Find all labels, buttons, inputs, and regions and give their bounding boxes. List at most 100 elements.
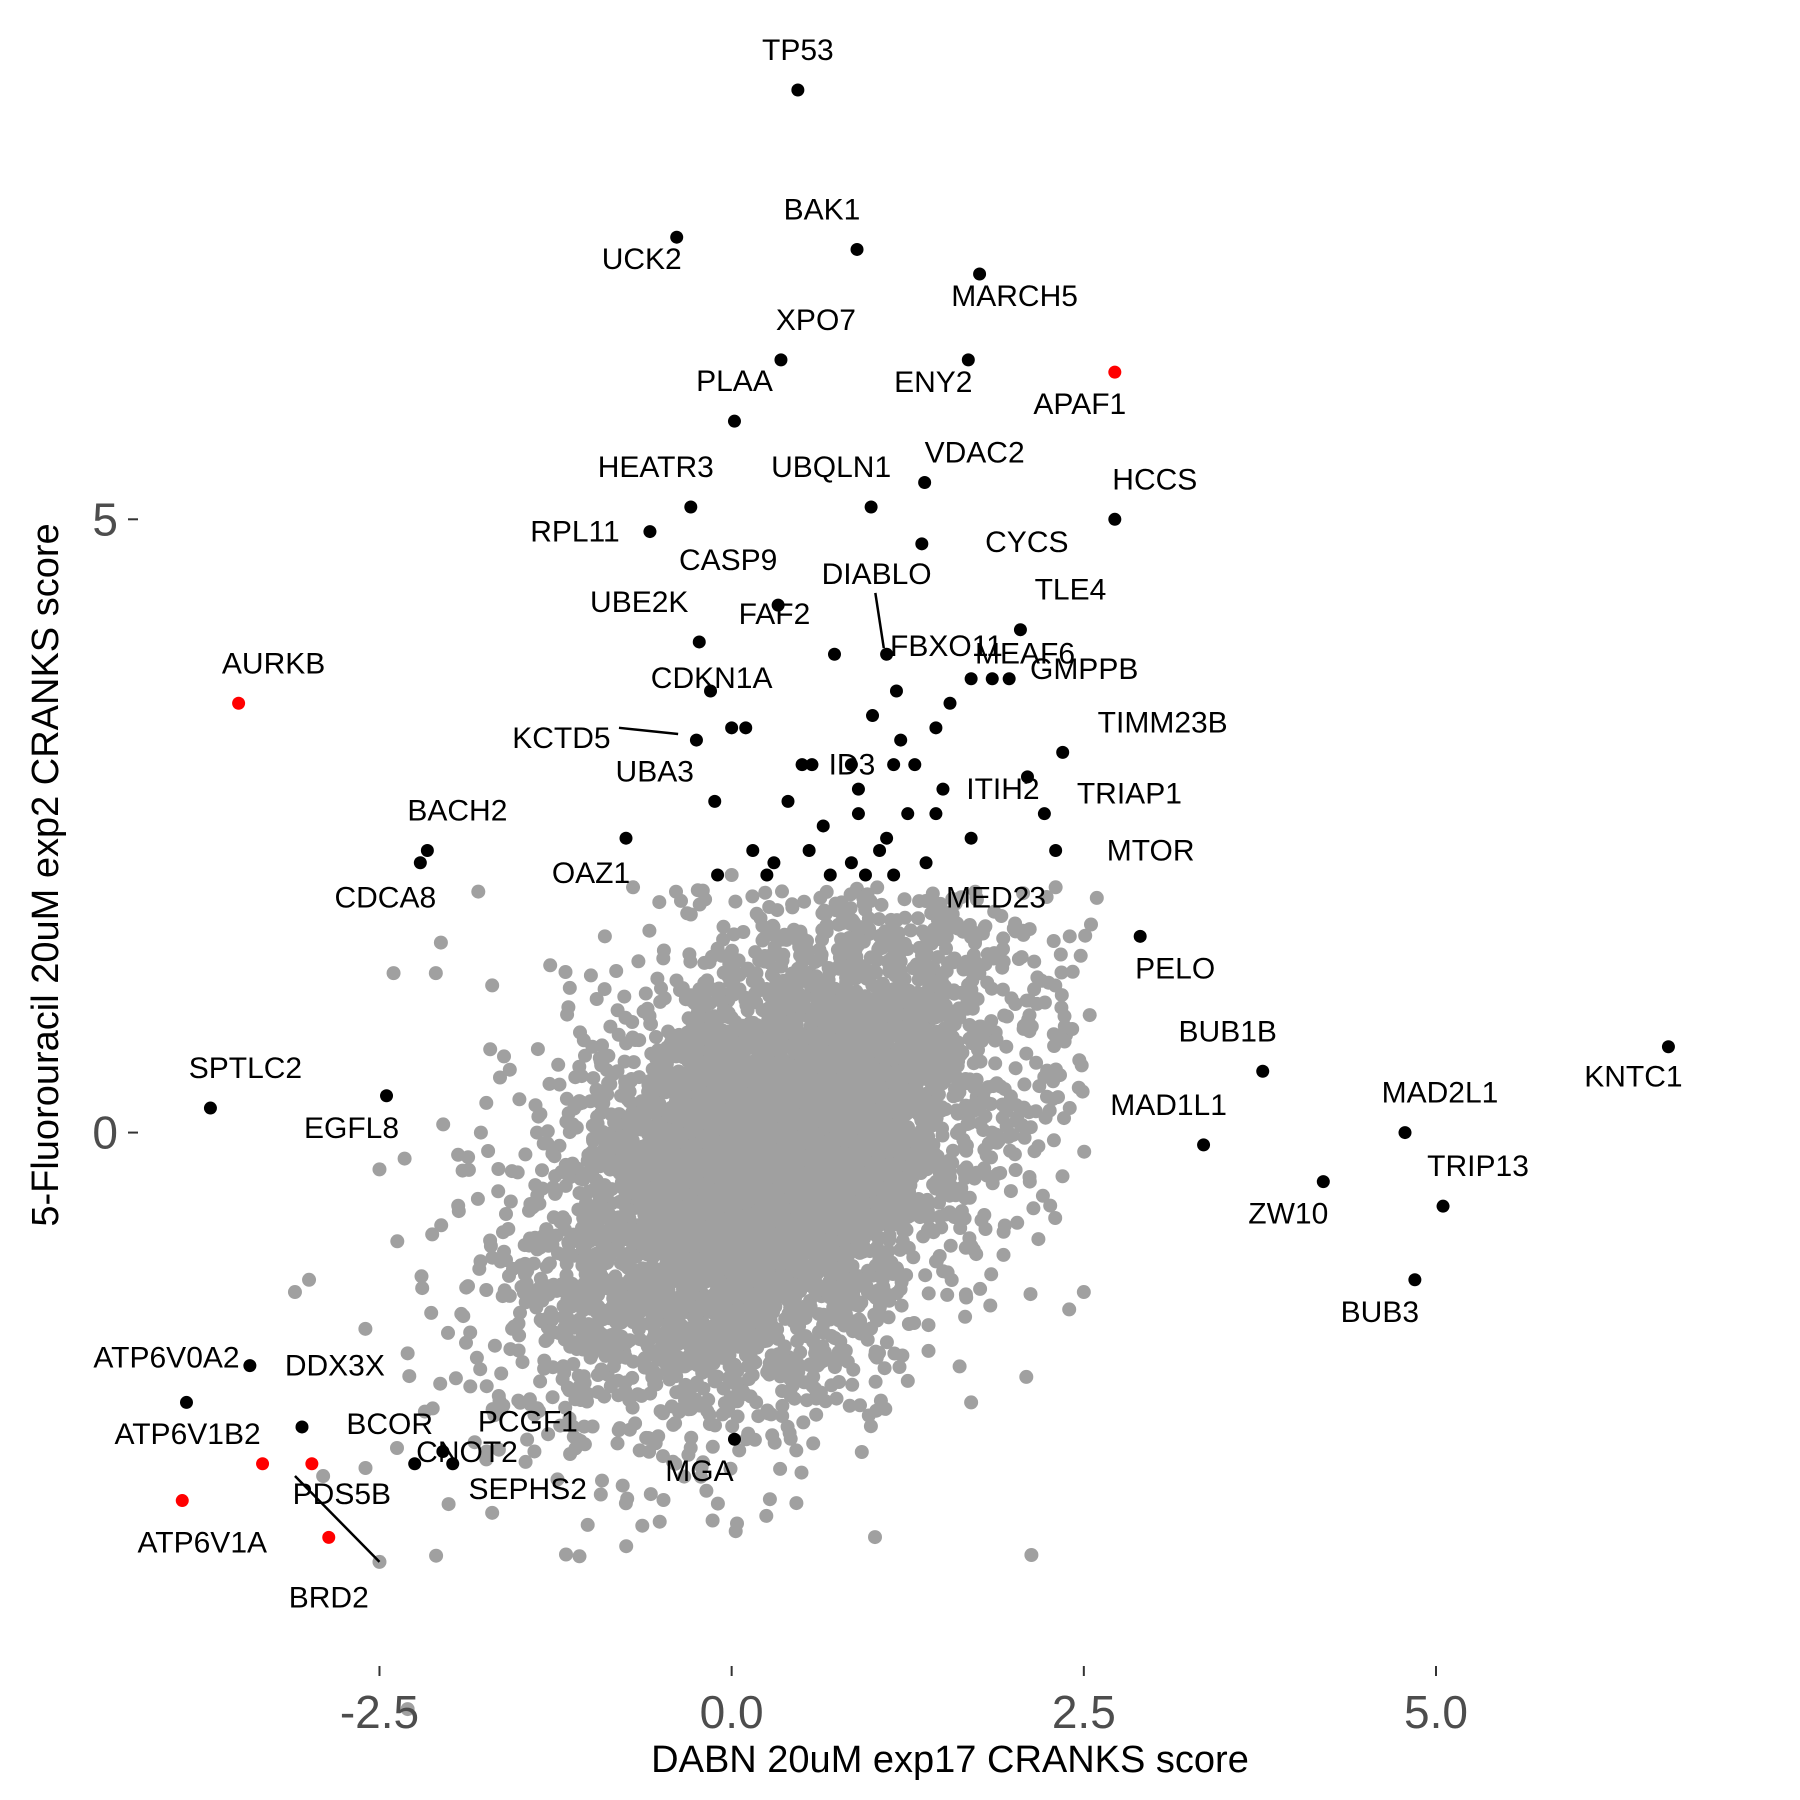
gray-point bbox=[929, 1253, 944, 1268]
gray-point bbox=[533, 1374, 548, 1389]
gray-point bbox=[775, 1398, 790, 1413]
gray-point bbox=[815, 932, 829, 947]
gray-point bbox=[1039, 890, 1054, 904]
gray-point bbox=[583, 968, 598, 983]
gray-point bbox=[877, 1361, 892, 1376]
gray-point bbox=[734, 1329, 749, 1344]
gray-point bbox=[948, 1082, 962, 1097]
gray-point bbox=[860, 1285, 875, 1300]
gray-point bbox=[960, 1001, 974, 1016]
gray-point bbox=[863, 1419, 878, 1434]
gray-point bbox=[1003, 1184, 1018, 1199]
gray-point bbox=[895, 1348, 910, 1363]
gray-point bbox=[625, 1030, 640, 1045]
gray-point bbox=[1065, 1022, 1080, 1036]
gray-point bbox=[536, 1136, 551, 1151]
gray-point bbox=[562, 1170, 577, 1185]
gray-point bbox=[684, 1430, 699, 1445]
gray-point bbox=[753, 911, 768, 926]
gray-point bbox=[868, 1530, 882, 1545]
gray-point bbox=[555, 1372, 570, 1387]
gray-point bbox=[429, 1548, 444, 1563]
gray-point bbox=[485, 1250, 500, 1265]
gray-point bbox=[996, 954, 1011, 969]
gray-point bbox=[677, 1469, 692, 1484]
gray-point bbox=[995, 982, 1010, 997]
gray-point bbox=[552, 1077, 567, 1092]
gray-point bbox=[471, 884, 486, 899]
gray-point bbox=[520, 1279, 535, 1294]
gray-point bbox=[441, 1325, 455, 1340]
gray-point bbox=[454, 1306, 469, 1321]
gray-point bbox=[1053, 947, 1068, 962]
gray-point bbox=[533, 1107, 548, 1122]
gray-point bbox=[561, 1235, 576, 1250]
gray-point bbox=[595, 1473, 609, 1488]
gray-point bbox=[518, 1454, 533, 1469]
gray-point bbox=[491, 1442, 506, 1457]
gray-point bbox=[502, 1062, 517, 1077]
gray-point bbox=[433, 1376, 448, 1391]
gray-point bbox=[921, 1211, 936, 1226]
gray-point bbox=[580, 1251, 595, 1266]
gray-point bbox=[493, 1070, 507, 1085]
gray-point bbox=[673, 983, 687, 998]
gray-point bbox=[808, 955, 822, 970]
gray-point bbox=[470, 1191, 485, 1206]
gray-point bbox=[613, 1256, 628, 1271]
gray-point bbox=[463, 1379, 478, 1394]
gray-point bbox=[649, 1030, 663, 1044]
gray-point bbox=[921, 1343, 936, 1358]
gray-point bbox=[653, 1404, 668, 1419]
gray-point bbox=[1043, 1198, 1058, 1213]
gray-point bbox=[796, 1415, 811, 1430]
gray-point bbox=[969, 892, 984, 907]
gray-point bbox=[593, 1487, 608, 1502]
gray-point bbox=[566, 1357, 581, 1371]
gray-point bbox=[1008, 1163, 1023, 1177]
gray-point bbox=[951, 920, 966, 935]
gray-point bbox=[1016, 886, 1031, 901]
gray-point bbox=[732, 1443, 747, 1458]
gray-point bbox=[762, 900, 777, 914]
gray-point bbox=[856, 934, 871, 949]
gray-point bbox=[842, 1398, 857, 1413]
gray-point bbox=[949, 1103, 964, 1118]
gray-point bbox=[1024, 1548, 1039, 1562]
gray-point bbox=[603, 1019, 618, 1034]
gray-point bbox=[611, 1388, 626, 1403]
gray-point bbox=[621, 1231, 636, 1246]
gray-point bbox=[638, 986, 653, 1001]
gray-point bbox=[829, 1391, 844, 1406]
gray-point bbox=[642, 923, 657, 938]
gray-point bbox=[870, 953, 885, 968]
gray-point bbox=[710, 1369, 725, 1384]
gray-point bbox=[538, 1334, 553, 1348]
gray-point bbox=[1041, 975, 1056, 990]
gray-point bbox=[1054, 1000, 1069, 1015]
gray-point bbox=[481, 1144, 496, 1158]
gray-point bbox=[562, 980, 577, 995]
gray-point bbox=[620, 1491, 635, 1506]
gray-point bbox=[656, 1493, 671, 1507]
gray-point bbox=[907, 1066, 922, 1080]
gray-point bbox=[1075, 1084, 1090, 1099]
gray-point bbox=[699, 1483, 714, 1498]
gray-point bbox=[931, 913, 945, 928]
gray-point bbox=[491, 1162, 506, 1176]
gray-point bbox=[513, 1305, 527, 1320]
gray-point bbox=[656, 1449, 670, 1464]
gray-point bbox=[785, 900, 800, 915]
gray-point bbox=[745, 889, 760, 904]
gray-point bbox=[942, 1205, 957, 1220]
gray-point bbox=[947, 951, 962, 966]
gray-point bbox=[1017, 1130, 1032, 1145]
gray-point bbox=[738, 990, 753, 1005]
gray-point bbox=[597, 982, 612, 997]
gray-point bbox=[993, 1166, 1008, 1180]
gray-point bbox=[551, 1057, 566, 1072]
gray-point bbox=[889, 981, 904, 996]
gray-point bbox=[868, 1374, 883, 1389]
gray-point bbox=[530, 1125, 544, 1140]
gray-point bbox=[898, 1131, 913, 1146]
